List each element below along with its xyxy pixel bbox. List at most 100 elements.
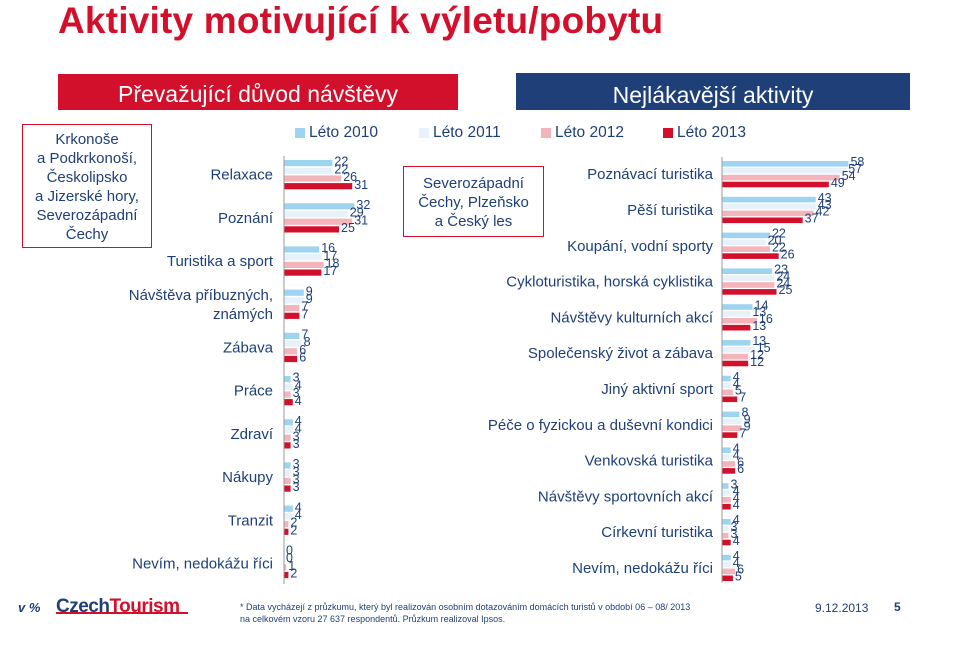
value-label: 6 [737,563,744,577]
bar [722,232,770,239]
category-label: Péče o fyzickou a duševní kondici [488,417,713,434]
bar [284,383,293,390]
value-label: 4 [733,556,740,570]
value-label: 31 [354,213,368,227]
logo-underline [56,612,188,614]
value-label: 23 [774,263,788,277]
value-label: 13 [752,305,766,319]
value-label: 9 [306,284,313,298]
bar [284,426,293,434]
region-line: Čechy [65,226,109,243]
bar [722,268,773,274]
category-label: Církevní turistika [601,524,713,541]
value-label: 4 [733,442,740,456]
bar [722,181,829,188]
value-label: 25 [779,283,793,297]
bar [722,304,753,310]
bar [722,490,731,496]
bar [722,289,777,295]
category-label: Návštěvy kulturních akcí [550,309,713,326]
value-label: 18 [326,257,340,271]
category-label: Poznávací turistika [587,166,714,183]
bar [284,289,304,296]
value-label: 6 [299,343,306,357]
bar [284,376,291,383]
bar [722,532,729,539]
czechtourism-logo: CzechTourism [56,596,180,618]
value-label: 29 [350,206,364,220]
bar [722,554,731,561]
bar [722,311,751,317]
right-section-header: Nejlákavější aktivity [516,73,910,110]
region-line: a Podkrkonoší, [36,150,138,167]
value-label: 4 [295,500,302,514]
value-label: 3 [293,429,300,443]
value-label: 14 [755,298,769,312]
legend-label: Léto 2010 [309,124,378,141]
footnote-line: na celkovém vzoru 27 637 respondentů. Pr… [240,614,506,624]
bar [284,348,298,355]
bar [722,375,731,382]
value-label: 3 [293,457,300,471]
left-section-header: Převažující důvod návštěvy [58,74,458,110]
value-label: 9 [744,413,751,427]
value-label: 8 [741,406,748,420]
value-label: 26 [781,247,795,261]
value-label: 25 [341,221,355,235]
value-label: 54 [842,169,856,183]
bar [284,477,291,484]
bar [284,269,322,276]
category-label-line: Cykloturistika, horská cyklistika [506,274,713,291]
legend-swatch [295,127,305,138]
category-label: Návštěvy sportovních akcí [538,488,714,505]
bar [722,324,751,331]
value-label: 3 [731,477,738,491]
category-label: Nákupy [222,469,273,486]
value-label: 9 [306,292,313,306]
bar [284,246,320,253]
value-label: 6 [737,455,744,469]
value-label: 2 [290,516,297,530]
bar [284,355,298,363]
value-label: 32 [356,198,370,212]
category-label: Cykloturistika, horská cyklistika [506,274,713,291]
region-line: Severozápadní [36,207,138,224]
bar [284,470,291,477]
bar [722,167,847,174]
bar [284,462,291,469]
category-label: Jiný aktivní sport [601,381,714,398]
value-label: 22 [772,241,786,255]
bar [284,254,322,261]
value-label: 9 [744,420,751,434]
value-label: 4 [295,414,302,428]
bar [284,419,293,426]
legend-item: Léto 2010 [295,124,378,142]
value-label: 7 [739,391,746,405]
value-label: 4 [733,377,740,391]
bar [722,425,742,431]
right-region-box: Severozápadní Čechy, Plzeňsko a Český le… [403,166,544,237]
bar [284,528,289,535]
value-label: 3 [731,527,738,541]
logo-part-1: Czech [56,596,110,617]
category-label-line: Venkovská turistika [585,453,714,470]
category-label: Tranzit [228,512,274,529]
value-label: 6 [299,351,306,365]
bar [284,485,291,492]
value-label: 1 [288,559,295,573]
bar [722,196,816,203]
slide-date: 9.12.2013 [815,601,869,615]
bar [722,432,738,438]
category-label-line: Pěší turistika [627,202,714,219]
legend-item: Léto 2013 [663,124,746,142]
bar [722,483,729,489]
bar [284,297,304,304]
category-label: Nevím, nedokážu říci [572,560,713,577]
category-label: Návštěva příbuzných, známých [129,287,273,323]
bar [284,160,333,167]
category-label-line: Koupání, vodní sporty [567,238,713,255]
value-label: 58 [850,155,864,169]
value-label: 4 [733,448,740,462]
bar [722,340,751,346]
